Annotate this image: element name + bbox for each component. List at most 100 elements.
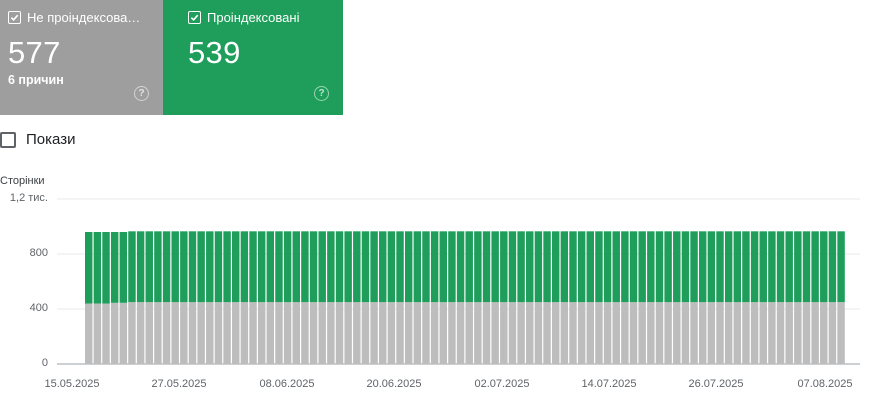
bar-indexed[interactable] bbox=[655, 231, 664, 303]
bar-not-indexed[interactable] bbox=[197, 302, 205, 364]
bar-not-indexed[interactable] bbox=[145, 302, 153, 364]
bar-indexed[interactable] bbox=[197, 231, 205, 303]
bar-indexed[interactable] bbox=[353, 231, 361, 303]
bar-not-indexed[interactable] bbox=[171, 302, 179, 364]
bar-not-indexed[interactable] bbox=[534, 302, 543, 364]
bar-not-indexed[interactable] bbox=[119, 302, 128, 364]
bar-indexed[interactable] bbox=[577, 231, 586, 303]
bar-indexed[interactable] bbox=[214, 231, 223, 303]
bar-not-indexed[interactable] bbox=[776, 302, 785, 364]
bar-not-indexed[interactable] bbox=[214, 302, 223, 364]
bar-indexed[interactable] bbox=[707, 231, 716, 303]
bar-not-indexed[interactable] bbox=[301, 302, 309, 364]
bar-not-indexed[interactable] bbox=[820, 302, 828, 364]
bar-not-indexed[interactable] bbox=[707, 302, 716, 364]
bar-indexed[interactable] bbox=[586, 231, 595, 303]
bar-not-indexed[interactable] bbox=[690, 302, 698, 364]
bar-not-indexed[interactable] bbox=[586, 302, 595, 364]
bar-indexed[interactable] bbox=[776, 231, 785, 303]
bar-indexed[interactable] bbox=[370, 231, 378, 303]
bar-indexed[interactable] bbox=[785, 231, 793, 303]
bar-not-indexed[interactable] bbox=[448, 302, 456, 364]
bar-not-indexed[interactable] bbox=[136, 302, 145, 364]
bar-not-indexed[interactable] bbox=[404, 302, 413, 364]
bar-indexed[interactable] bbox=[439, 231, 448, 303]
bar-not-indexed[interactable] bbox=[491, 302, 499, 364]
bar-not-indexed[interactable] bbox=[768, 302, 776, 364]
bar-indexed[interactable] bbox=[750, 231, 759, 303]
bar-indexed[interactable] bbox=[232, 231, 240, 303]
bar-not-indexed[interactable] bbox=[387, 302, 396, 364]
bar-not-indexed[interactable] bbox=[430, 302, 439, 364]
bar-not-indexed[interactable] bbox=[110, 302, 119, 364]
bar-not-indexed[interactable] bbox=[759, 302, 767, 364]
bar-indexed[interactable] bbox=[768, 231, 776, 303]
bar-indexed[interactable] bbox=[318, 231, 326, 303]
bar-indexed[interactable] bbox=[344, 231, 352, 303]
bar-indexed[interactable] bbox=[551, 231, 560, 303]
bar-indexed[interactable] bbox=[638, 231, 646, 303]
bar-indexed[interactable] bbox=[543, 231, 551, 303]
bar-indexed[interactable] bbox=[802, 231, 811, 303]
bar-not-indexed[interactable] bbox=[309, 302, 318, 364]
bar-indexed[interactable] bbox=[266, 231, 275, 303]
bar-indexed[interactable] bbox=[128, 231, 136, 303]
bar-not-indexed[interactable] bbox=[794, 302, 802, 364]
bar-indexed[interactable] bbox=[664, 231, 672, 303]
bar-not-indexed[interactable] bbox=[180, 302, 188, 364]
bar-indexed[interactable] bbox=[162, 231, 171, 303]
bar-not-indexed[interactable] bbox=[482, 302, 491, 364]
bar-indexed[interactable] bbox=[110, 232, 119, 303]
bar-indexed[interactable] bbox=[837, 231, 845, 303]
show-impressions-toggle[interactable]: Покази bbox=[0, 131, 75, 148]
bar-not-indexed[interactable] bbox=[275, 302, 283, 364]
bar-indexed[interactable] bbox=[828, 231, 837, 303]
bar-indexed[interactable] bbox=[724, 231, 733, 303]
bar-not-indexed[interactable] bbox=[283, 302, 292, 364]
help-icon[interactable]: ? bbox=[314, 86, 329, 101]
bar-indexed[interactable] bbox=[517, 231, 525, 303]
bar-not-indexed[interactable] bbox=[802, 302, 811, 364]
bar-indexed[interactable] bbox=[508, 231, 517, 303]
bar-not-indexed[interactable] bbox=[85, 303, 93, 365]
bar-indexed[interactable] bbox=[180, 231, 188, 303]
bar-indexed[interactable] bbox=[301, 231, 309, 303]
bar-not-indexed[interactable] bbox=[370, 302, 378, 364]
bar-not-indexed[interactable] bbox=[223, 302, 231, 364]
bar-indexed[interactable] bbox=[145, 231, 153, 303]
bar-not-indexed[interactable] bbox=[292, 302, 300, 364]
bar-indexed[interactable] bbox=[171, 231, 179, 303]
bar-not-indexed[interactable] bbox=[188, 302, 197, 364]
bar-not-indexed[interactable] bbox=[162, 302, 171, 364]
bar-not-indexed[interactable] bbox=[266, 302, 275, 364]
bar-not-indexed[interactable] bbox=[621, 302, 629, 364]
checkbox-checked-icon[interactable] bbox=[8, 11, 21, 24]
bar-indexed[interactable] bbox=[448, 231, 456, 303]
bar-indexed[interactable] bbox=[85, 232, 93, 304]
bar-indexed[interactable] bbox=[102, 232, 110, 304]
bar-indexed[interactable] bbox=[413, 231, 422, 303]
bar-not-indexed[interactable] bbox=[335, 302, 344, 364]
bar-not-indexed[interactable] bbox=[595, 302, 603, 364]
bar-indexed[interactable] bbox=[681, 231, 690, 303]
bar-indexed[interactable] bbox=[422, 231, 430, 303]
bar-not-indexed[interactable] bbox=[577, 302, 586, 364]
bar-not-indexed[interactable] bbox=[560, 302, 569, 364]
bar-indexed[interactable] bbox=[690, 231, 698, 303]
indexed-card[interactable]: Проіндексовані 539 ? bbox=[163, 0, 343, 115]
bar-not-indexed[interactable] bbox=[361, 302, 370, 364]
bar-indexed[interactable] bbox=[249, 231, 257, 303]
bar-not-indexed[interactable] bbox=[508, 302, 517, 364]
bar-indexed[interactable] bbox=[474, 231, 482, 303]
bar-not-indexed[interactable] bbox=[673, 302, 681, 364]
bar-indexed[interactable] bbox=[698, 231, 707, 303]
bar-indexed[interactable] bbox=[283, 231, 292, 303]
bar-indexed[interactable] bbox=[612, 231, 620, 303]
bar-not-indexed[interactable] bbox=[543, 302, 551, 364]
bar-not-indexed[interactable] bbox=[733, 302, 742, 364]
bar-indexed[interactable] bbox=[534, 231, 543, 303]
bar-indexed[interactable] bbox=[188, 231, 197, 303]
bar-not-indexed[interactable] bbox=[742, 302, 750, 364]
bar-not-indexed[interactable] bbox=[569, 302, 577, 364]
bar-not-indexed[interactable] bbox=[413, 302, 422, 364]
